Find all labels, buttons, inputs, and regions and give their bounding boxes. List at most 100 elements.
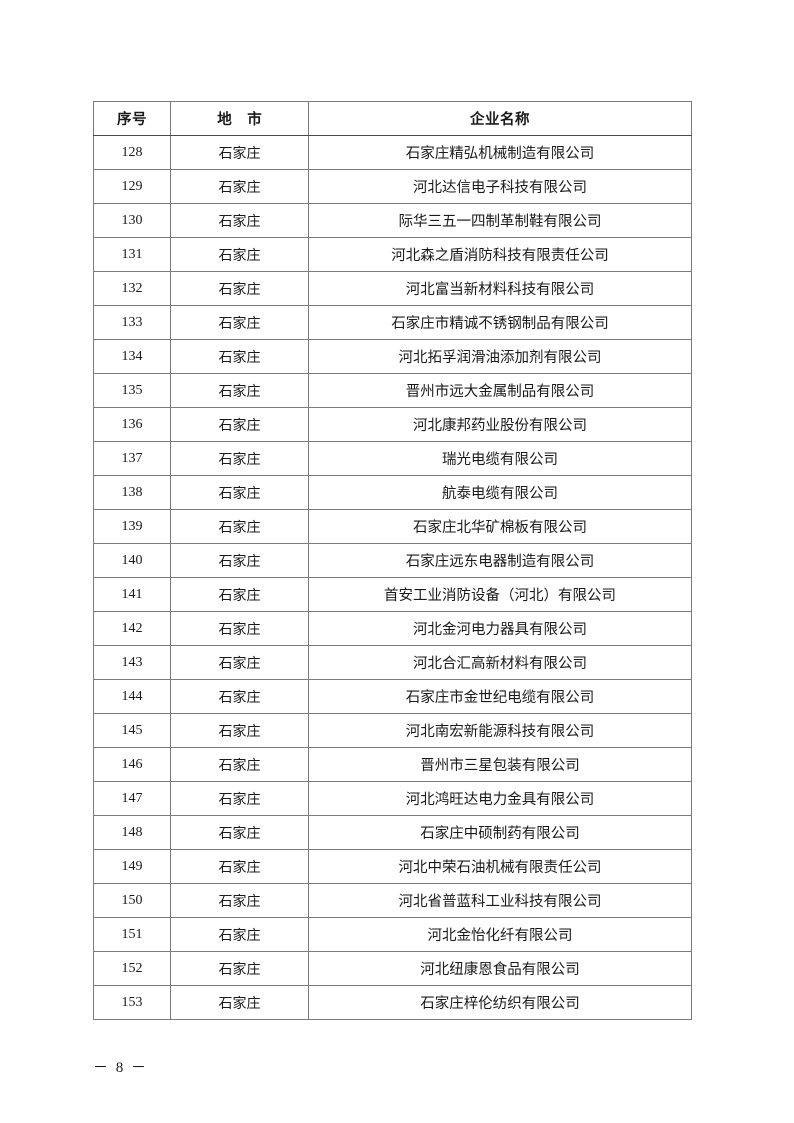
table-row: 140 石家庄 石家庄远东电器制造有限公司 bbox=[93, 543, 692, 578]
cell-city: 石家庄 bbox=[170, 305, 309, 340]
table-row: 153 石家庄 石家庄梓伦纺织有限公司 bbox=[93, 985, 692, 1020]
cell-enterprise-name: 瑞光电缆有限公司 bbox=[308, 441, 692, 476]
cell-city: 石家庄 bbox=[170, 611, 309, 646]
cell-enterprise-name: 石家庄中硕制药有限公司 bbox=[308, 815, 692, 850]
cell-city: 石家庄 bbox=[170, 747, 309, 782]
cell-enterprise-name: 河北森之盾消防科技有限责任公司 bbox=[308, 237, 692, 272]
cell-city: 石家庄 bbox=[170, 577, 309, 612]
cell-sequence: 129 bbox=[93, 169, 171, 204]
cell-enterprise-name: 河北南宏新能源科技有限公司 bbox=[308, 713, 692, 748]
cell-city: 石家庄 bbox=[170, 917, 309, 952]
cell-sequence: 133 bbox=[93, 305, 171, 340]
enterprise-listing-table: 序号 地 市 企业名称 128 石家庄 石家庄精弘机械制造有限公司 129 石家庄 河北达… bbox=[93, 101, 692, 1020]
cell-sequence: 142 bbox=[93, 611, 171, 646]
cell-enterprise-name: 航泰电缆有限公司 bbox=[308, 475, 692, 510]
table-row: 150 石家庄 河北省普蓝科工业科技有限公司 bbox=[93, 883, 692, 918]
cell-sequence: 152 bbox=[93, 951, 171, 986]
cell-sequence: 149 bbox=[93, 849, 171, 884]
table-row: 134 石家庄 河北拓孚润滑油添加剂有限公司 bbox=[93, 339, 692, 374]
table-body: 128 石家庄 石家庄精弘机械制造有限公司 129 石家庄 河北达信电子科技有限公司 130… bbox=[93, 135, 692, 1020]
cell-sequence: 146 bbox=[93, 747, 171, 782]
cell-city: 石家庄 bbox=[170, 543, 309, 578]
cell-enterprise-name: 河北富当新材料科技有限公司 bbox=[308, 271, 692, 306]
cell-sequence: 130 bbox=[93, 203, 171, 238]
cell-sequence: 139 bbox=[93, 509, 171, 544]
cell-sequence: 151 bbox=[93, 917, 171, 952]
cell-city: 石家庄 bbox=[170, 849, 309, 884]
cell-enterprise-name: 河北省普蓝科工业科技有限公司 bbox=[308, 883, 692, 918]
cell-enterprise-name: 河北鸿旺达电力金具有限公司 bbox=[308, 781, 692, 816]
cell-city: 石家庄 bbox=[170, 713, 309, 748]
cell-enterprise-name: 石家庄市金世纪电缆有限公司 bbox=[308, 679, 692, 714]
table-header: 序号 地 市 企业名称 bbox=[93, 101, 692, 136]
cell-city: 石家庄 bbox=[170, 985, 309, 1020]
cell-sequence: 141 bbox=[93, 577, 171, 612]
cell-enterprise-name: 河北金河电力器具有限公司 bbox=[308, 611, 692, 646]
enterprise-listing-table-wrapper: 序号 地 市 企业名称 128 石家庄 石家庄精弘机械制造有限公司 129 石家庄 河北达… bbox=[93, 101, 692, 1020]
cell-enterprise-name: 晋州市三星包装有限公司 bbox=[308, 747, 692, 782]
cell-enterprise-name: 河北金怡化纤有限公司 bbox=[308, 917, 692, 952]
table-row: 152 石家庄 河北纽康恩食品有限公司 bbox=[93, 951, 692, 986]
cell-sequence: 150 bbox=[93, 883, 171, 918]
cell-city: 石家庄 bbox=[170, 781, 309, 816]
table-row: 133 石家庄 石家庄市精诚不锈钢制品有限公司 bbox=[93, 305, 692, 340]
cell-city: 石家庄 bbox=[170, 339, 309, 374]
cell-sequence: 147 bbox=[93, 781, 171, 816]
cell-enterprise-name: 石家庄北华矿棉板有限公司 bbox=[308, 509, 692, 544]
table-header-row: 序号 地 市 企业名称 bbox=[93, 101, 692, 136]
table-row: 151 石家庄 河北金怡化纤有限公司 bbox=[93, 917, 692, 952]
cell-city: 石家庄 bbox=[170, 373, 309, 408]
cell-enterprise-name: 石家庄市精诚不锈钢制品有限公司 bbox=[308, 305, 692, 340]
table-row: 137 石家庄 瑞光电缆有限公司 bbox=[93, 441, 692, 476]
cell-city: 石家庄 bbox=[170, 407, 309, 442]
cell-city: 石家庄 bbox=[170, 815, 309, 850]
table-row: 141 石家庄 首安工业消防设备（河北）有限公司 bbox=[93, 577, 692, 612]
table-row: 145 石家庄 河北南宏新能源科技有限公司 bbox=[93, 713, 692, 748]
cell-sequence: 144 bbox=[93, 679, 171, 714]
table-row: 148 石家庄 石家庄中硕制药有限公司 bbox=[93, 815, 692, 850]
cell-sequence: 148 bbox=[93, 815, 171, 850]
cell-city: 石家庄 bbox=[170, 271, 309, 306]
cell-city: 石家庄 bbox=[170, 645, 309, 680]
cell-city: 石家庄 bbox=[170, 237, 309, 272]
cell-city: 石家庄 bbox=[170, 135, 309, 170]
cell-enterprise-name: 石家庄梓伦纺织有限公司 bbox=[308, 985, 692, 1020]
table-row: 143 石家庄 河北合汇高新材料有限公司 bbox=[93, 645, 692, 680]
cell-enterprise-name: 河北达信电子科技有限公司 bbox=[308, 169, 692, 204]
cell-city: 石家庄 bbox=[170, 441, 309, 476]
cell-enterprise-name: 石家庄远东电器制造有限公司 bbox=[308, 543, 692, 578]
cell-enterprise-name: 河北中荣石油机械有限责任公司 bbox=[308, 849, 692, 884]
table-row: 138 石家庄 航泰电缆有限公司 bbox=[93, 475, 692, 510]
cell-sequence: 135 bbox=[93, 373, 171, 408]
cell-sequence: 143 bbox=[93, 645, 171, 680]
table-row: 129 石家庄 河北达信电子科技有限公司 bbox=[93, 169, 692, 204]
table-row: 144 石家庄 石家庄市金世纪电缆有限公司 bbox=[93, 679, 692, 714]
table-row: 130 石家庄 际华三五一四制革制鞋有限公司 bbox=[93, 203, 692, 238]
cell-city: 石家庄 bbox=[170, 203, 309, 238]
table-row: 147 石家庄 河北鸿旺达电力金具有限公司 bbox=[93, 781, 692, 816]
column-header-city: 地 市 bbox=[170, 101, 309, 136]
cell-sequence: 134 bbox=[93, 339, 171, 374]
table-row: 149 石家庄 河北中荣石油机械有限责任公司 bbox=[93, 849, 692, 884]
cell-enterprise-name: 际华三五一四制革制鞋有限公司 bbox=[308, 203, 692, 238]
cell-city: 石家庄 bbox=[170, 679, 309, 714]
cell-sequence: 145 bbox=[93, 713, 171, 748]
cell-sequence: 153 bbox=[93, 985, 171, 1020]
column-header-enterprise-name: 企业名称 bbox=[308, 101, 692, 136]
cell-enterprise-name: 首安工业消防设备（河北）有限公司 bbox=[308, 577, 692, 612]
table-row: 132 石家庄 河北富当新材料科技有限公司 bbox=[93, 271, 692, 306]
cell-city: 石家庄 bbox=[170, 509, 309, 544]
cell-enterprise-name: 河北康邦药业股份有限公司 bbox=[308, 407, 692, 442]
table-row: 142 石家庄 河北金河电力器具有限公司 bbox=[93, 611, 692, 646]
cell-sequence: 128 bbox=[93, 135, 171, 170]
cell-sequence: 137 bbox=[93, 441, 171, 476]
cell-sequence: 131 bbox=[93, 237, 171, 272]
column-header-sequence: 序号 bbox=[93, 101, 171, 136]
table-row: 139 石家庄 石家庄北华矿棉板有限公司 bbox=[93, 509, 692, 544]
table-row: 128 石家庄 石家庄精弘机械制造有限公司 bbox=[93, 135, 692, 170]
cell-city: 石家庄 bbox=[170, 169, 309, 204]
table-row: 131 石家庄 河北森之盾消防科技有限责任公司 bbox=[93, 237, 692, 272]
cell-enterprise-name: 石家庄精弘机械制造有限公司 bbox=[308, 135, 692, 170]
cell-sequence: 138 bbox=[93, 475, 171, 510]
